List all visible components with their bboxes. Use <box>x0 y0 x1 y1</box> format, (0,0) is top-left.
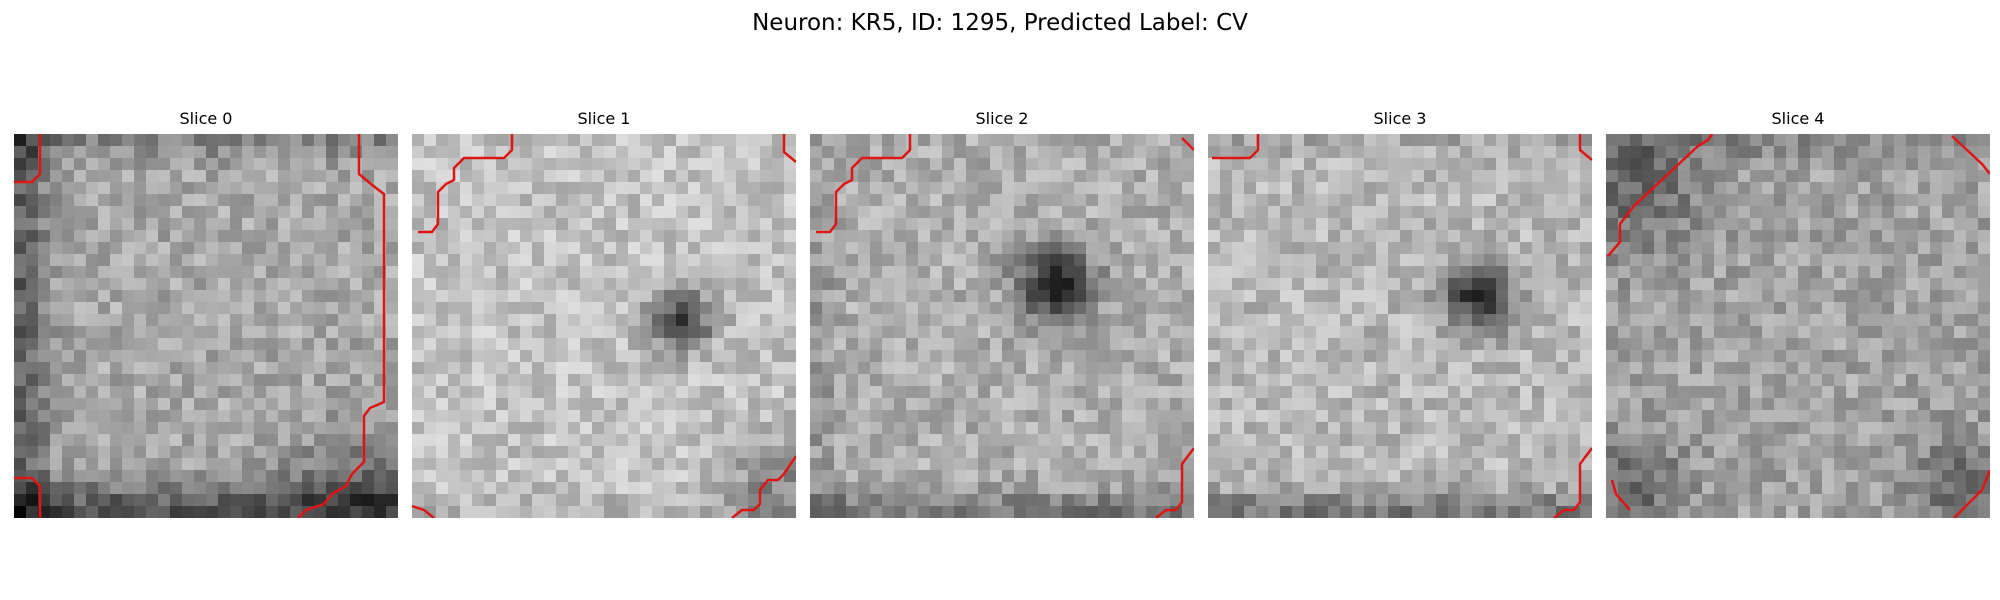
slice-panel-1: Slice 1 <box>412 108 796 520</box>
slice-pixels-1 <box>412 134 796 518</box>
slice-title-0: Slice 0 <box>179 109 233 128</box>
slice-image-2 <box>810 134 1194 518</box>
slice-image-0 <box>14 134 398 518</box>
slice-pixels-3 <box>1208 134 1592 518</box>
slice-pixels-4 <box>1606 134 1990 518</box>
slice-panel-4: Slice 4 <box>1606 108 1990 520</box>
figure-title: Neuron: KR5, ID: 1295, Predicted Label: … <box>752 10 1248 36</box>
slice-title-4: Slice 4 <box>1771 109 1825 128</box>
slice-pixels-2 <box>810 134 1194 518</box>
contour-lines-1 <box>412 134 796 518</box>
slice-title-3: Slice 3 <box>1373 109 1427 128</box>
slice-pixels-0 <box>14 134 398 518</box>
contour-lines-3 <box>1212 134 1592 518</box>
contour-lines-2 <box>816 134 1194 518</box>
slice-title-1: Slice 1 <box>577 109 631 128</box>
slice-panel-0: Slice 0 <box>14 108 398 520</box>
contour-lines-0 <box>14 134 386 518</box>
slice-image-4 <box>1606 134 1990 518</box>
slice-image-1 <box>412 134 796 518</box>
contour-lines-4 <box>1607 134 1990 518</box>
slice-panel-3: Slice 3 <box>1208 108 1592 520</box>
slice-title-2: Slice 2 <box>975 109 1029 128</box>
slice-image-3 <box>1208 134 1592 518</box>
slice-panel-2: Slice 2 <box>810 108 1194 520</box>
